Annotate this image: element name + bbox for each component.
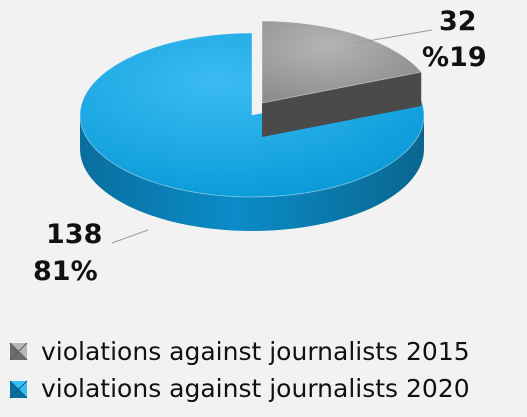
pie-side-violations-against-journalists-2020 (80, 115, 424, 231)
pie-slices (79, 20, 425, 231)
data-label-value-2020: 138 (46, 219, 102, 250)
pie-slice-violations-against-journalists-2015 (261, 20, 423, 138)
legend-item-2015: violations against journalists 2015 (9, 337, 470, 366)
legend-swatch-2015 (9, 342, 28, 361)
legend-label-2020: violations against journalists 2020 (41, 374, 470, 403)
legend: violations against journalists 2015 viol… (9, 337, 470, 403)
legend-label-2015: violations against journalists 2015 (41, 337, 470, 366)
pie-top-violations-against-journalists-2020 (79, 32, 425, 198)
legend-swatch-2020 (9, 380, 28, 399)
legend-item-2020: violations against journalists 2020 (9, 374, 470, 403)
data-label-percent-2020: 81% (33, 256, 98, 287)
data-label-value-2015: 32 (439, 6, 477, 37)
leader-line-2020 (111, 229, 149, 244)
leader-line-2015 (355, 29, 433, 44)
data-label-percent-2015: %19 (422, 42, 487, 73)
pie-slice-violations-against-journalists-2020 (79, 32, 425, 231)
pie-top-violations-against-journalists-2015 (261, 20, 423, 104)
pie-wall-violations-against-journalists-2015 (262, 72, 422, 138)
